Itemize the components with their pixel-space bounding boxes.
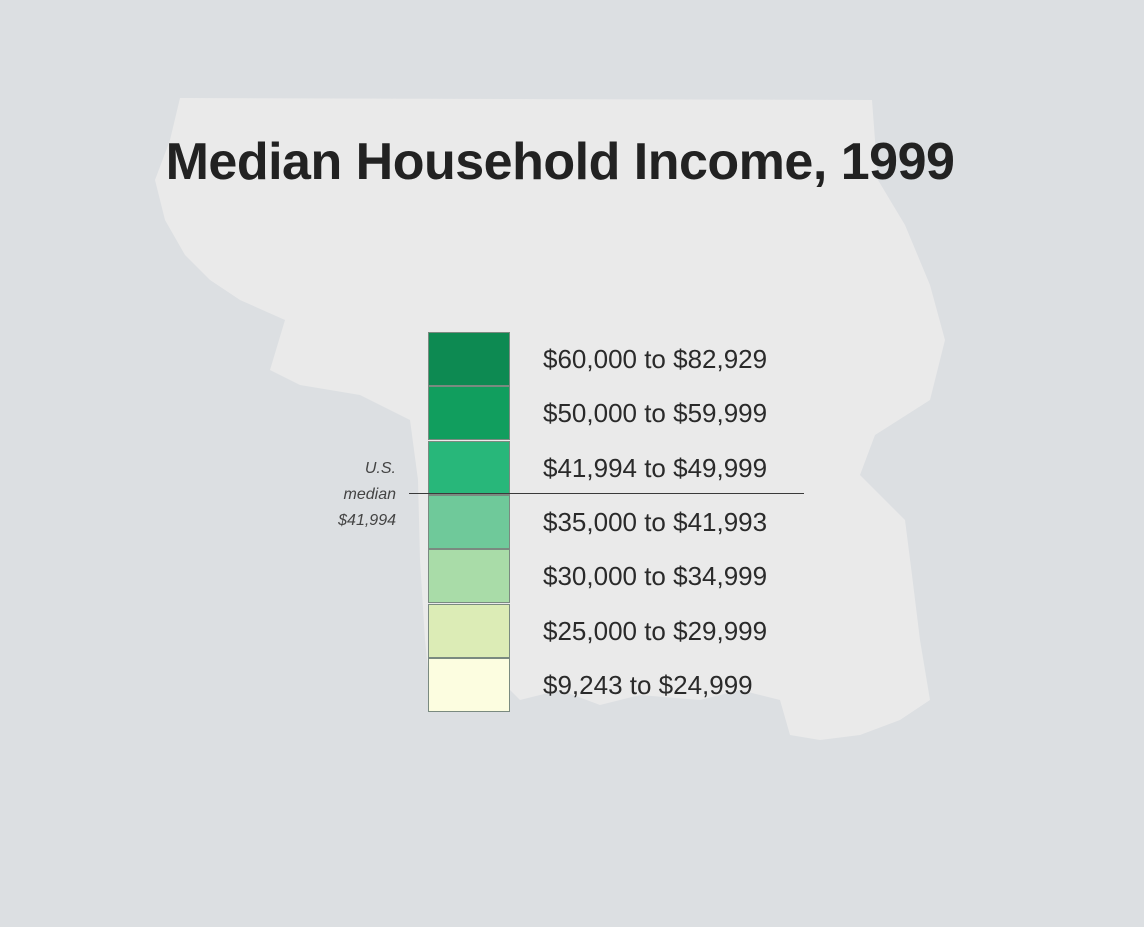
legend-swatch bbox=[428, 549, 510, 604]
median-note-line2: median bbox=[343, 486, 396, 503]
map-title: Median Household Income, 1999 bbox=[165, 133, 955, 191]
legend-label: $9,243 to $24,999 bbox=[543, 669, 753, 700]
legend-swatch bbox=[428, 657, 510, 712]
legend-swatch bbox=[428, 332, 510, 386]
legend-label: $35,000 to $41,993 bbox=[543, 506, 768, 537]
median-note-line3: $41,994 bbox=[338, 512, 396, 529]
legend-label: $50,000 to $59,999 bbox=[543, 398, 768, 429]
legend-label: $41,994 to $49,999 bbox=[543, 452, 768, 483]
state-outline-shape bbox=[155, 98, 945, 740]
us-median-line bbox=[409, 493, 804, 494]
legend-swatch bbox=[428, 440, 510, 495]
median-note-line1: U.S. bbox=[364, 460, 396, 477]
legend-label: $30,000 to $34,999 bbox=[543, 561, 768, 592]
us-median-note: U.S. median $41,994 bbox=[300, 456, 396, 534]
legend-swatch bbox=[428, 494, 510, 549]
legend-label: $60,000 to $82,929 bbox=[543, 344, 768, 374]
legend-swatch bbox=[428, 603, 510, 658]
legend-swatch bbox=[428, 386, 510, 441]
legend-label: $25,000 to $29,999 bbox=[543, 615, 768, 646]
